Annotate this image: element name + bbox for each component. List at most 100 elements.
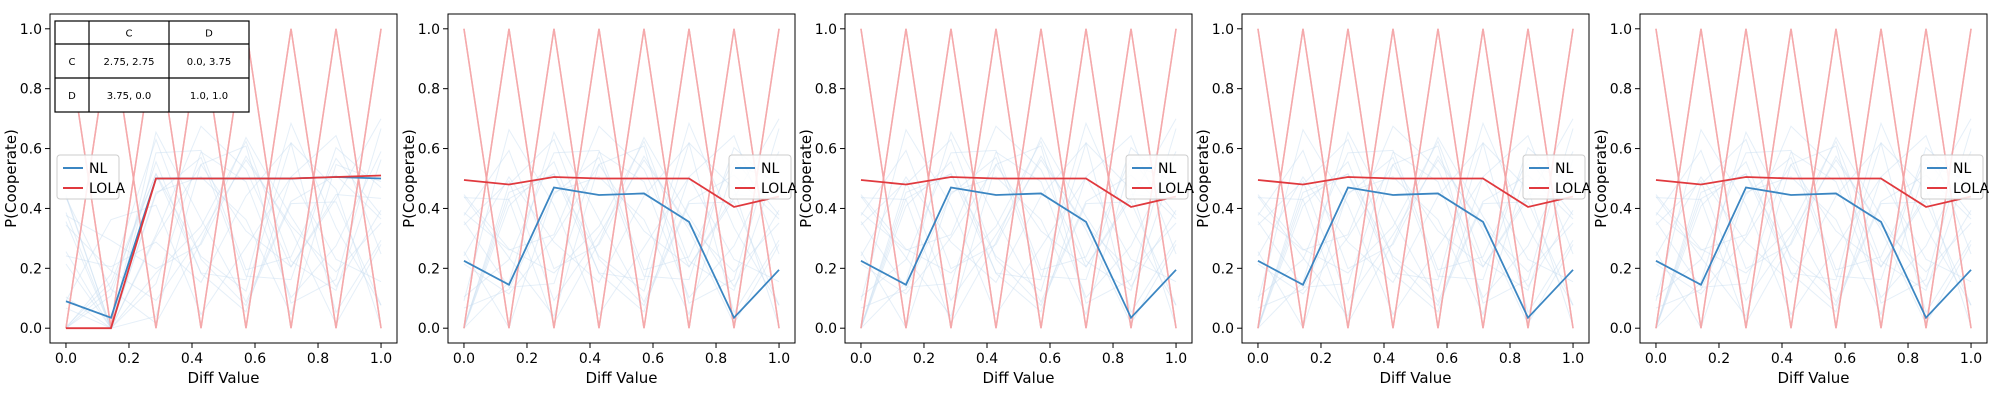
data-point-lola [289,177,292,180]
data-point-nl [949,186,952,189]
legend: NL LOLA [1522,154,1591,200]
nl-run-line [860,140,1177,292]
data-point-nl [1969,268,1972,271]
y-tick-label: 0.8 [1212,82,1234,98]
legend-label-lola: LOLA [89,181,125,197]
y-tick-label: 0.2 [815,261,837,277]
data-point-lola [904,183,907,186]
data-point-lola [687,177,690,180]
legend-label-nl: NL [1953,161,1971,177]
x-tick-label: 0.8 [1499,351,1521,367]
y-tick-label: 1.0 [20,22,42,38]
nl-run-line [1257,130,1574,329]
nl-run-line [860,163,1177,295]
y-tick-label: 0.2 [20,261,42,277]
chart-panel-4: 0.0 0.2 0.4 0.6 0.8 1.0 0.0 0.2 0.4 0.6 0.8 1.0 Diff… [1194,13,1591,387]
x-tick-label: 0.8 [1897,351,1919,367]
x-tick-label: 1.0 [1165,351,1187,367]
nl-run-line [463,140,780,292]
nl-run-line [1655,149,1972,298]
x-tick-label: 0.4 [1771,351,1793,367]
y-tick-label: 1.0 [1610,22,1632,38]
y-axis-label: P(Cooperate) [1592,129,1610,228]
data-point-lola [1789,177,1792,180]
y-tick-label: 0.4 [1212,201,1234,217]
nl-run-line [65,176,382,316]
x-tick-label: 0.0 [453,351,475,367]
data-point-lola [1699,183,1702,186]
data-point-lola [1744,175,1747,178]
y-axis-label: P(Cooperate) [400,129,418,228]
data-point-nl [859,259,862,262]
x-tick-label: 0.6 [1436,351,1458,367]
nl-run-line [463,151,780,299]
y-axis-label: P(Cooperate) [1194,129,1212,228]
nl-run-line [1257,141,1574,329]
y-tick-label: 0.2 [418,261,440,277]
data-point-nl [1174,268,1177,271]
y-tick-label: 0.4 [418,201,440,217]
payoff-table-cell: D [205,29,213,40]
y-tick-label: 0.0 [815,321,837,337]
y-tick-label: 0.2 [1610,261,1632,277]
nl-run-line [1257,163,1574,329]
nl-run-line [65,142,382,314]
data-point-nl [1744,186,1747,189]
data-point-lola [334,175,337,178]
nl-run-line [860,151,1177,299]
x-tick-label: 1.0 [370,351,392,367]
nl-run-line [65,138,382,329]
x-tick-label: 1.0 [1960,351,1982,367]
x-tick-label: 0.0 [55,351,77,367]
series-line-nl [463,186,780,320]
nl-run-line [1257,151,1574,299]
nl-run-line [463,142,780,314]
nl-run-line [860,130,1177,329]
nl-run-line [463,128,780,316]
legend: NL LOLA [1920,154,1989,200]
x-tick-label: 0.6 [1039,351,1061,367]
nl-run-line [1655,149,1972,326]
data-point-lola [1879,177,1882,180]
data-point-lola [949,175,952,178]
payoff-table-cell: D [68,91,76,102]
legend-label-lola: LOLA [1953,181,1989,197]
data-point-nl [1084,220,1087,223]
nl-run-line [65,118,382,330]
data-point-nl [1391,193,1394,196]
payoff-table-cell: 0.0, 3.75 [187,57,232,68]
data-point-lola [1481,177,1484,180]
data-point-nl [732,316,735,319]
data-point-lola [1436,177,1439,180]
x-axis-label: Diff Value [585,369,657,387]
legend-label-lola: LOLA [761,181,797,197]
nl-run-line [65,151,382,330]
data-point-nl [1346,186,1349,189]
data-point-lola [1834,177,1837,180]
series-line-nl [1257,186,1574,320]
data-point-nl [597,193,600,196]
x-axis-label: Diff Value [1777,369,1849,387]
axes-frame [1241,13,1590,344]
x-tick-label: 0.6 [1834,351,1856,367]
nl-run-line [463,163,780,295]
nl-run-line [1257,118,1574,268]
x-tick-label: 0.2 [1708,351,1730,367]
nl-run-line [1655,163,1972,295]
y-tick-label: 1.0 [418,22,440,38]
nl-run-line [860,128,1177,316]
nl-run-line [463,141,780,329]
axes-frame [447,13,796,344]
nl-run-line [1655,140,1972,292]
series-line-lola [463,176,780,208]
nl-run-line [860,142,1177,314]
y-tick-label: 0.6 [1212,142,1234,158]
nl-run-line [1655,121,1972,328]
data-point-nl [1039,192,1042,195]
legend: NL LOLA [1125,154,1194,200]
y-axis-label: P(Cooperate) [2,129,20,228]
nl-run-line [1257,149,1574,298]
nl-run-line [463,121,780,328]
